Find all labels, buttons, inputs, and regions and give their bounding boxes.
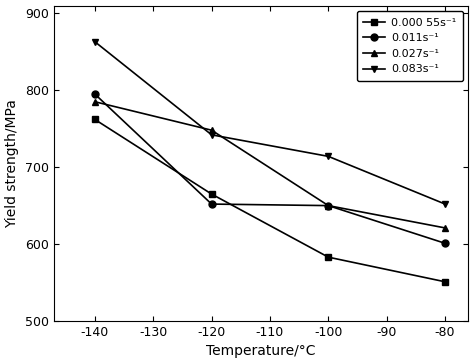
0.083s⁻¹ [326, 154, 331, 159]
0.027s⁻¹ [442, 226, 448, 230]
0.027s⁻¹ [209, 128, 214, 132]
0.000 55s⁻¹ [326, 255, 331, 259]
0.000 55s⁻¹ [442, 280, 448, 284]
0.027s⁻¹ [326, 203, 331, 208]
Line: 0.011s⁻¹: 0.011s⁻¹ [91, 91, 448, 247]
0.083s⁻¹ [209, 132, 214, 137]
0.000 55s⁻¹ [92, 117, 98, 122]
Line: 0.027s⁻¹: 0.027s⁻¹ [91, 98, 448, 232]
X-axis label: Temperature/°C: Temperature/°C [207, 344, 316, 359]
0.027s⁻¹ [92, 99, 98, 104]
0.011s⁻¹ [326, 203, 331, 208]
0.000 55s⁻¹ [209, 192, 214, 196]
Legend: 0.000 55s⁻¹, 0.011s⁻¹, 0.027s⁻¹, 0.083s⁻¹: 0.000 55s⁻¹, 0.011s⁻¹, 0.027s⁻¹, 0.083s⁻… [356, 11, 463, 81]
0.011s⁻¹ [442, 241, 448, 245]
Line: 0.083s⁻¹: 0.083s⁻¹ [91, 38, 448, 207]
Line: 0.000 55s⁻¹: 0.000 55s⁻¹ [91, 116, 448, 285]
0.011s⁻¹ [209, 202, 214, 206]
Y-axis label: Yield strength/MPa: Yield strength/MPa [6, 99, 19, 228]
0.011s⁻¹ [92, 92, 98, 96]
0.083s⁻¹ [442, 202, 448, 206]
0.083s⁻¹ [92, 40, 98, 44]
